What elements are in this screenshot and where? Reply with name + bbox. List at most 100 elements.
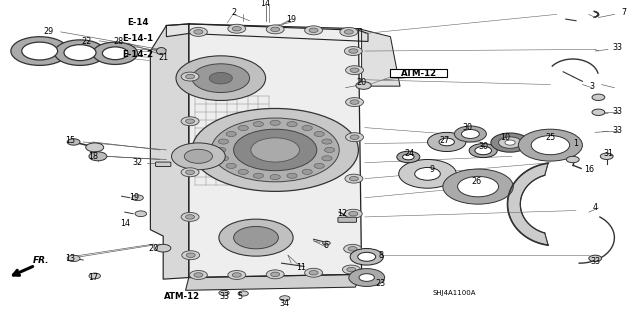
Circle shape <box>469 144 497 158</box>
Circle shape <box>314 131 324 137</box>
Circle shape <box>93 42 138 64</box>
Text: 2: 2 <box>231 8 236 17</box>
Circle shape <box>181 168 199 177</box>
Circle shape <box>192 108 358 191</box>
Text: 33: 33 <box>219 292 229 301</box>
Text: E-14-1: E-14-1 <box>122 34 153 43</box>
Circle shape <box>271 27 280 32</box>
Text: 14: 14 <box>260 0 271 8</box>
Circle shape <box>491 133 529 152</box>
Text: ATM-12: ATM-12 <box>401 69 437 78</box>
Circle shape <box>348 247 357 251</box>
Circle shape <box>428 132 466 152</box>
Circle shape <box>238 169 248 174</box>
Text: 33: 33 <box>612 107 623 116</box>
Circle shape <box>189 27 207 36</box>
Circle shape <box>592 109 605 115</box>
Text: 11: 11 <box>296 263 306 272</box>
Text: 24: 24 <box>404 149 415 158</box>
Circle shape <box>322 156 332 161</box>
Circle shape <box>349 176 358 181</box>
Circle shape <box>347 267 356 272</box>
Circle shape <box>397 151 420 163</box>
Ellipse shape <box>156 48 166 55</box>
Circle shape <box>219 219 293 256</box>
Text: 1: 1 <box>573 139 579 148</box>
Circle shape <box>194 30 203 34</box>
Text: 17: 17 <box>88 273 98 282</box>
Circle shape <box>356 82 371 89</box>
Circle shape <box>89 273 100 279</box>
Circle shape <box>89 152 107 161</box>
Text: 3: 3 <box>589 82 595 91</box>
Circle shape <box>181 72 199 81</box>
Circle shape <box>186 74 195 79</box>
Circle shape <box>531 136 570 155</box>
Circle shape <box>194 273 203 277</box>
Circle shape <box>344 244 362 253</box>
Text: 20: 20 <box>148 244 159 253</box>
Circle shape <box>234 226 278 249</box>
Circle shape <box>349 269 385 286</box>
Circle shape <box>314 163 324 168</box>
Circle shape <box>322 139 332 144</box>
Circle shape <box>216 147 226 152</box>
Circle shape <box>342 265 360 274</box>
Text: 32: 32 <box>132 158 143 167</box>
Circle shape <box>346 98 364 107</box>
Text: 9: 9 <box>429 165 435 174</box>
Circle shape <box>305 268 323 277</box>
Circle shape <box>172 143 225 170</box>
Text: 20: 20 <box>356 78 367 87</box>
Circle shape <box>566 156 579 163</box>
Text: E-14: E-14 <box>127 18 148 27</box>
Circle shape <box>266 25 284 34</box>
Circle shape <box>287 122 297 127</box>
Circle shape <box>181 117 199 126</box>
Circle shape <box>54 40 106 65</box>
Circle shape <box>309 271 318 275</box>
Circle shape <box>399 160 456 188</box>
Circle shape <box>218 139 228 144</box>
Circle shape <box>181 212 199 221</box>
Circle shape <box>22 42 58 60</box>
Circle shape <box>346 66 364 75</box>
Circle shape <box>458 176 499 197</box>
Circle shape <box>505 140 515 145</box>
Circle shape <box>350 100 359 104</box>
Circle shape <box>253 173 264 178</box>
Text: 8: 8 <box>378 251 383 260</box>
Circle shape <box>67 139 80 145</box>
Text: SHJ4A1100A: SHJ4A1100A <box>433 291 476 296</box>
Text: 33: 33 <box>612 43 623 52</box>
Text: 22: 22 <box>81 37 92 46</box>
Circle shape <box>461 130 479 138</box>
Circle shape <box>219 290 229 295</box>
Text: FR.: FR. <box>33 256 50 265</box>
Text: 12: 12 <box>337 209 348 218</box>
Circle shape <box>209 72 232 84</box>
Text: 30: 30 <box>462 123 472 132</box>
Text: 34: 34 <box>280 299 290 308</box>
Circle shape <box>226 131 236 137</box>
Circle shape <box>186 253 195 257</box>
Text: 19: 19 <box>286 15 296 24</box>
Text: 29: 29 <box>43 27 53 36</box>
Circle shape <box>238 291 248 296</box>
Circle shape <box>592 94 605 100</box>
Text: 23: 23 <box>376 279 386 288</box>
Circle shape <box>344 47 362 56</box>
Circle shape <box>211 118 339 182</box>
Text: 15: 15 <box>65 136 76 145</box>
Circle shape <box>344 30 353 34</box>
Circle shape <box>228 24 246 33</box>
Polygon shape <box>166 24 368 41</box>
Circle shape <box>67 255 80 262</box>
Text: 30: 30 <box>478 142 488 151</box>
Circle shape <box>345 174 363 183</box>
Circle shape <box>350 68 359 72</box>
Polygon shape <box>189 24 362 278</box>
Text: 31: 31 <box>603 149 613 158</box>
Circle shape <box>324 147 335 152</box>
Text: E-14-2: E-14-2 <box>122 50 153 59</box>
